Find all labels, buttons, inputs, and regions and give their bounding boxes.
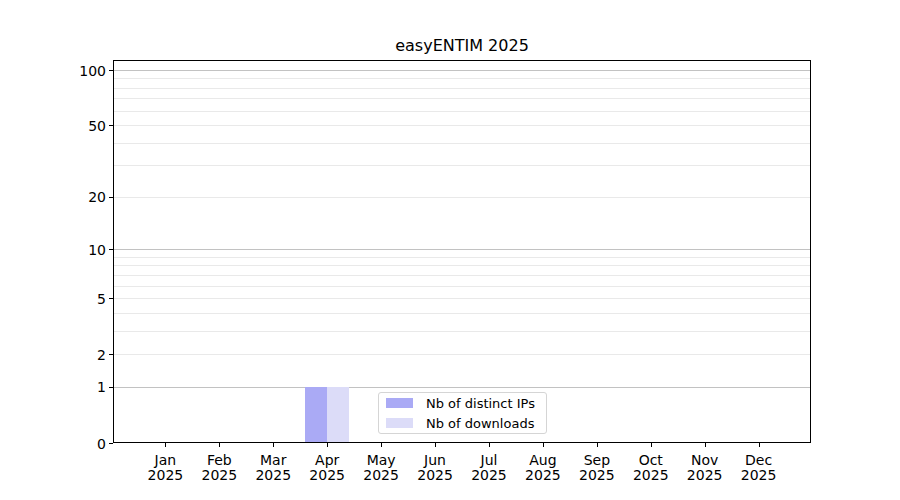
y-tick-mark bbox=[109, 249, 113, 250]
x-tick-year: 2025 bbox=[148, 468, 184, 483]
legend-swatch-distinct-ips bbox=[386, 398, 413, 409]
x-tick-mark bbox=[543, 443, 544, 447]
x-tick-year: 2025 bbox=[417, 468, 453, 483]
x-tick-year: 2025 bbox=[633, 468, 669, 483]
x-tick-mark bbox=[273, 443, 274, 447]
x-tick-year: 2025 bbox=[363, 468, 399, 483]
y-gridline-major bbox=[114, 249, 810, 250]
x-tick-month: Sep bbox=[579, 453, 615, 468]
y-tick-mark bbox=[109, 387, 113, 388]
legend-row: Nb of distinct IPs bbox=[386, 394, 546, 412]
x-tick-month: May bbox=[363, 453, 399, 468]
bar-downloads bbox=[327, 387, 349, 442]
y-tick-label: 2 bbox=[56, 348, 106, 362]
y-tick-mark bbox=[109, 298, 113, 299]
x-tick-mark bbox=[165, 443, 166, 447]
y-tick-label: 0 bbox=[56, 437, 106, 451]
x-tick-year: 2025 bbox=[309, 468, 345, 483]
x-tick-year: 2025 bbox=[741, 468, 777, 483]
y-gridline-minor bbox=[114, 165, 810, 166]
y-tick-label: 5 bbox=[56, 292, 106, 306]
y-tick-mark bbox=[109, 125, 113, 126]
bar-distinct-ips bbox=[305, 387, 327, 442]
y-gridline-major bbox=[114, 70, 810, 71]
y-gridline-minor bbox=[114, 331, 810, 332]
x-tick-mark bbox=[435, 443, 436, 447]
y-gridline-minor bbox=[114, 111, 810, 112]
x-tick-mark bbox=[651, 443, 652, 447]
legend-label: Nb of downloads bbox=[426, 417, 534, 430]
x-tick-label: Dec2025 bbox=[741, 453, 777, 482]
x-tick-mark bbox=[381, 443, 382, 447]
x-tick-mark bbox=[705, 443, 706, 447]
y-gridline-minor bbox=[114, 257, 810, 258]
y-tick-label: 50 bbox=[56, 119, 106, 133]
legend-row: Nb of downloads bbox=[386, 414, 546, 432]
x-tick-mark bbox=[759, 443, 760, 447]
y-gridline-minor bbox=[114, 275, 810, 276]
x-tick-month: Jun bbox=[417, 453, 453, 468]
x-tick-month: Oct bbox=[633, 453, 669, 468]
x-tick-mark bbox=[327, 443, 328, 447]
x-tick-label: Jun2025 bbox=[417, 453, 453, 482]
y-tick-label: 100 bbox=[56, 64, 106, 78]
y-tick-label: 1 bbox=[56, 380, 106, 394]
y-gridline-minor bbox=[114, 143, 810, 144]
x-tick-year: 2025 bbox=[525, 468, 561, 483]
x-tick-month: Mar bbox=[255, 453, 291, 468]
y-tick-mark bbox=[109, 197, 113, 198]
x-tick-label: Sep2025 bbox=[579, 453, 615, 482]
x-tick-year: 2025 bbox=[471, 468, 507, 483]
y-gridline-minor bbox=[114, 78, 810, 79]
y-tick-label: 10 bbox=[56, 243, 106, 257]
figure: easyENTIM 2025 Nb of distinct IPsNb of d… bbox=[0, 0, 900, 500]
x-tick-year: 2025 bbox=[687, 468, 723, 483]
x-tick-month: Feb bbox=[202, 453, 238, 468]
y-gridline-minor bbox=[114, 197, 810, 198]
x-tick-mark bbox=[219, 443, 220, 447]
x-tick-label: Jan2025 bbox=[148, 453, 184, 482]
x-tick-month: Jul bbox=[471, 453, 507, 468]
x-tick-label: Feb2025 bbox=[202, 453, 238, 482]
x-tick-year: 2025 bbox=[255, 468, 291, 483]
x-tick-year: 2025 bbox=[579, 468, 615, 483]
x-tick-label: Apr2025 bbox=[309, 453, 345, 482]
x-tick-mark bbox=[489, 443, 490, 447]
y-gridline-minor bbox=[114, 265, 810, 266]
x-tick-month: Aug bbox=[525, 453, 561, 468]
legend-swatch-downloads bbox=[386, 418, 413, 429]
y-gridline-minor bbox=[114, 286, 810, 287]
y-tick-mark bbox=[109, 354, 113, 355]
legend: Nb of distinct IPs Nb of downloads bbox=[378, 392, 547, 434]
x-tick-label: May2025 bbox=[363, 453, 399, 482]
y-gridline-minor bbox=[114, 354, 810, 355]
y-gridline-minor bbox=[114, 313, 810, 314]
x-tick-month: Jan bbox=[148, 453, 184, 468]
x-tick-month: Dec bbox=[741, 453, 777, 468]
x-tick-year: 2025 bbox=[202, 468, 238, 483]
x-tick-month: Apr bbox=[309, 453, 345, 468]
y-gridline-minor bbox=[114, 125, 810, 126]
x-tick-label: Aug2025 bbox=[525, 453, 561, 482]
y-gridline-minor bbox=[114, 88, 810, 89]
plot-area bbox=[113, 60, 811, 443]
x-tick-label: Mar2025 bbox=[255, 453, 291, 482]
x-tick-mark bbox=[597, 443, 598, 447]
y-tick-mark bbox=[109, 443, 113, 444]
legend-label: Nb of distinct IPs bbox=[426, 397, 535, 410]
y-gridline-major bbox=[114, 387, 810, 388]
chart-title: easyENTIM 2025 bbox=[113, 36, 811, 55]
x-tick-month: Nov bbox=[687, 453, 723, 468]
x-tick-label: Oct2025 bbox=[633, 453, 669, 482]
y-gridline-minor bbox=[114, 298, 810, 299]
x-tick-label: Nov2025 bbox=[687, 453, 723, 482]
y-tick-label: 20 bbox=[56, 190, 106, 204]
y-gridline-minor bbox=[114, 98, 810, 99]
x-tick-label: Jul2025 bbox=[471, 453, 507, 482]
y-tick-mark bbox=[109, 70, 113, 71]
